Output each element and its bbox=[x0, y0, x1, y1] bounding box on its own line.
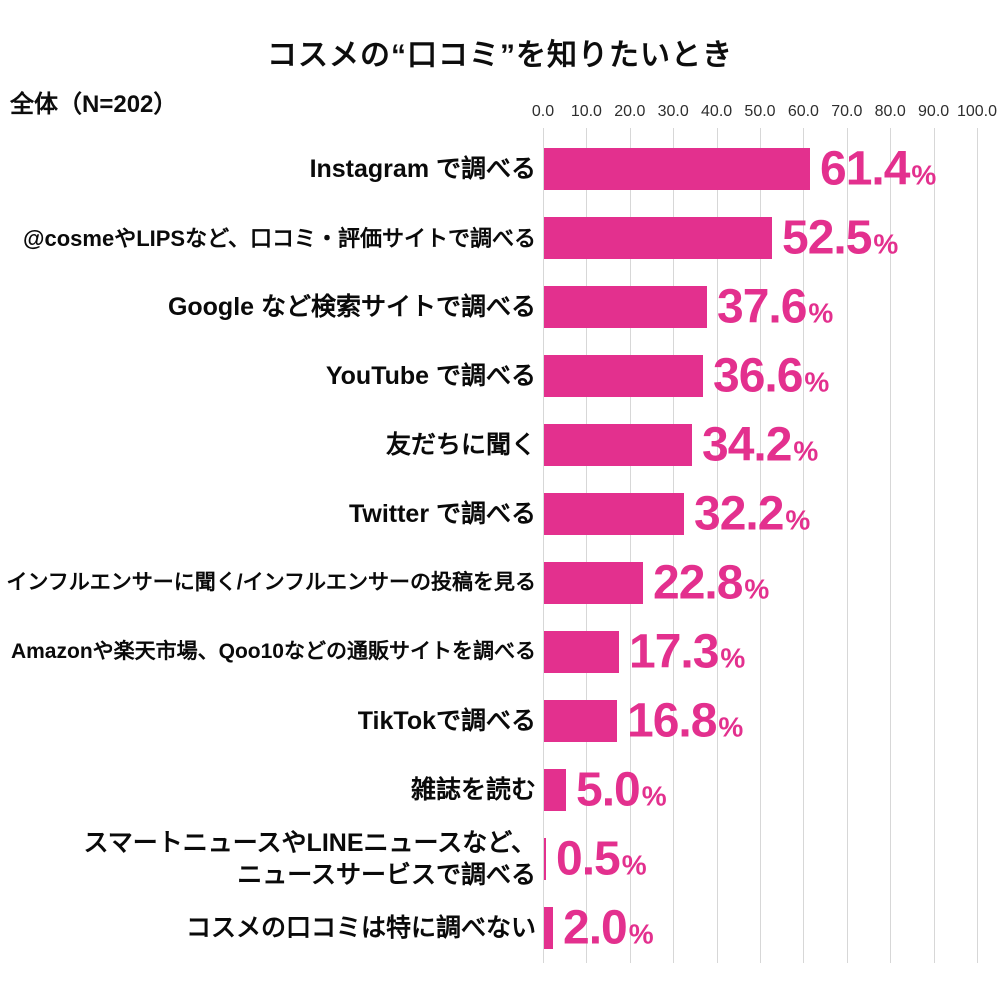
x-tick-label: 60.0 bbox=[787, 103, 819, 120]
bar bbox=[544, 769, 566, 811]
value-label: 36.6% bbox=[713, 349, 829, 404]
category-label: コスメの口コミは特に調べない bbox=[185, 913, 536, 942]
bar bbox=[544, 493, 684, 535]
bar bbox=[544, 148, 810, 190]
x-tick-label: 70.0 bbox=[831, 103, 863, 120]
category-label: Instagram で調べる bbox=[309, 154, 536, 183]
category-label: TikTokで調べる bbox=[357, 706, 536, 735]
bar bbox=[544, 286, 707, 328]
x-tick-label: 90.0 bbox=[918, 103, 950, 120]
x-tick-label: 10.0 bbox=[570, 103, 602, 120]
grid-line bbox=[629, 128, 631, 963]
grid-line bbox=[586, 128, 588, 963]
value-label: 5.0% bbox=[576, 763, 667, 818]
category-label: スマートニュースやLINEニュースなど、 ニュースサービスで調べる bbox=[83, 829, 536, 889]
value-label: 34.2% bbox=[702, 418, 818, 473]
value-label: 32.2% bbox=[694, 487, 810, 542]
chart-row: TikTokで調べる 16.8% bbox=[0, 687, 1000, 756]
bar bbox=[544, 217, 772, 259]
value-number: 16.8 bbox=[627, 694, 717, 748]
bar bbox=[544, 355, 703, 397]
grid-line bbox=[890, 128, 892, 963]
percent-sign: % bbox=[804, 366, 830, 398]
value-number: 37.6 bbox=[717, 280, 807, 334]
grid-line bbox=[543, 128, 544, 963]
x-tick-label: 100.0 bbox=[956, 103, 998, 120]
bar bbox=[544, 838, 546, 880]
grid-line bbox=[977, 128, 978, 963]
x-tick-label: 40.0 bbox=[701, 103, 733, 120]
value-number: 34.2 bbox=[702, 418, 792, 472]
sample-size-label: 全体（N=202） bbox=[10, 91, 178, 118]
category-label: @cosmeやLIPSなど、口コミ・評価サイトで調べる bbox=[23, 225, 536, 251]
value-label: 0.5% bbox=[556, 832, 647, 887]
grid-line bbox=[716, 128, 718, 963]
value-label: 22.8% bbox=[653, 556, 769, 611]
value-label: 61.4% bbox=[820, 142, 936, 197]
value-label: 52.5% bbox=[782, 211, 898, 266]
percent-sign: % bbox=[808, 297, 834, 329]
x-tick-label: 20.0 bbox=[614, 103, 646, 120]
value-number: 5.0 bbox=[576, 763, 641, 817]
percent-sign: % bbox=[720, 642, 746, 674]
category-label: YouTube で調べる bbox=[325, 361, 536, 390]
bar bbox=[544, 562, 643, 604]
value-number: 61.4 bbox=[820, 142, 910, 196]
percent-sign: % bbox=[785, 504, 811, 536]
x-tick-label: 30.0 bbox=[657, 103, 689, 120]
x-tick-label: 80.0 bbox=[874, 103, 906, 120]
bar bbox=[544, 700, 617, 742]
grid-line bbox=[803, 128, 805, 963]
percent-sign: % bbox=[718, 711, 744, 743]
percent-sign: % bbox=[911, 159, 937, 191]
value-number: 17.3 bbox=[629, 625, 719, 679]
category-label: Amazonや楽天市場、Qoo10などの通販サイトを調べる bbox=[10, 640, 536, 664]
chart-row: 雑誌を読む 5.0% bbox=[0, 756, 1000, 825]
percent-sign: % bbox=[744, 573, 770, 605]
chart-row: Twitter で調べる 32.2% bbox=[0, 480, 1000, 549]
value-number: 0.5 bbox=[556, 832, 621, 886]
bar bbox=[544, 907, 553, 949]
bar bbox=[544, 424, 692, 466]
value-number: 22.8 bbox=[653, 556, 743, 610]
grid-line bbox=[846, 128, 848, 963]
chart-row: 友だちに聞く 34.2% bbox=[0, 411, 1000, 480]
value-number: 32.2 bbox=[694, 487, 784, 541]
chart-row: YouTube で調べる 36.6% bbox=[0, 342, 1000, 411]
chart-row: コスメの口コミは特に調べない 2.0% bbox=[0, 894, 1000, 963]
bar bbox=[544, 631, 619, 673]
x-tick-label: 50.0 bbox=[744, 103, 776, 120]
value-label: 37.6% bbox=[717, 280, 833, 335]
category-label: Google など検索サイトで調べる bbox=[167, 292, 536, 321]
grid-line bbox=[933, 128, 935, 963]
chart-row: Instagram で調べる 61.4% bbox=[0, 135, 1000, 204]
grid-line bbox=[760, 128, 761, 963]
chart-row: Google など検索サイトで調べる 37.6% bbox=[0, 273, 1000, 342]
percent-sign: % bbox=[641, 780, 667, 812]
category-label: 雑誌を読む bbox=[410, 775, 536, 804]
value-number: 52.5 bbox=[782, 211, 872, 265]
chart-row: インフルエンサーに聞く/インフルエンサーの投稿を見る 22.8% bbox=[0, 549, 1000, 618]
percent-sign: % bbox=[621, 849, 647, 881]
category-label: インフルエンサーに聞く/インフルエンサーの投稿を見る bbox=[6, 571, 536, 595]
chart-title: コスメの“口コミ”を知りたいとき bbox=[267, 39, 733, 72]
chart-row: スマートニュースやLINEニュースなど、 ニュースサービスで調べる 0.5% bbox=[0, 825, 1000, 894]
percent-sign: % bbox=[628, 918, 654, 950]
value-label: 17.3% bbox=[629, 625, 745, 680]
value-number: 36.6 bbox=[713, 349, 803, 403]
grid-line bbox=[673, 128, 675, 963]
chart-row: @cosmeやLIPSなど、口コミ・評価サイトで調べる 52.5% bbox=[0, 204, 1000, 273]
chart-row: Amazonや楽天市場、Qoo10などの通販サイトを調べる 17.3% bbox=[0, 618, 1000, 687]
category-label: 友だちに聞く bbox=[385, 430, 536, 459]
x-tick-label: 0.0 bbox=[531, 103, 555, 120]
value-label: 2.0% bbox=[563, 901, 654, 956]
value-label: 16.8% bbox=[627, 694, 743, 749]
percent-sign: % bbox=[873, 228, 899, 260]
percent-sign: % bbox=[793, 435, 819, 467]
value-number: 2.0 bbox=[563, 901, 628, 955]
category-label: Twitter で調べる bbox=[348, 499, 536, 528]
